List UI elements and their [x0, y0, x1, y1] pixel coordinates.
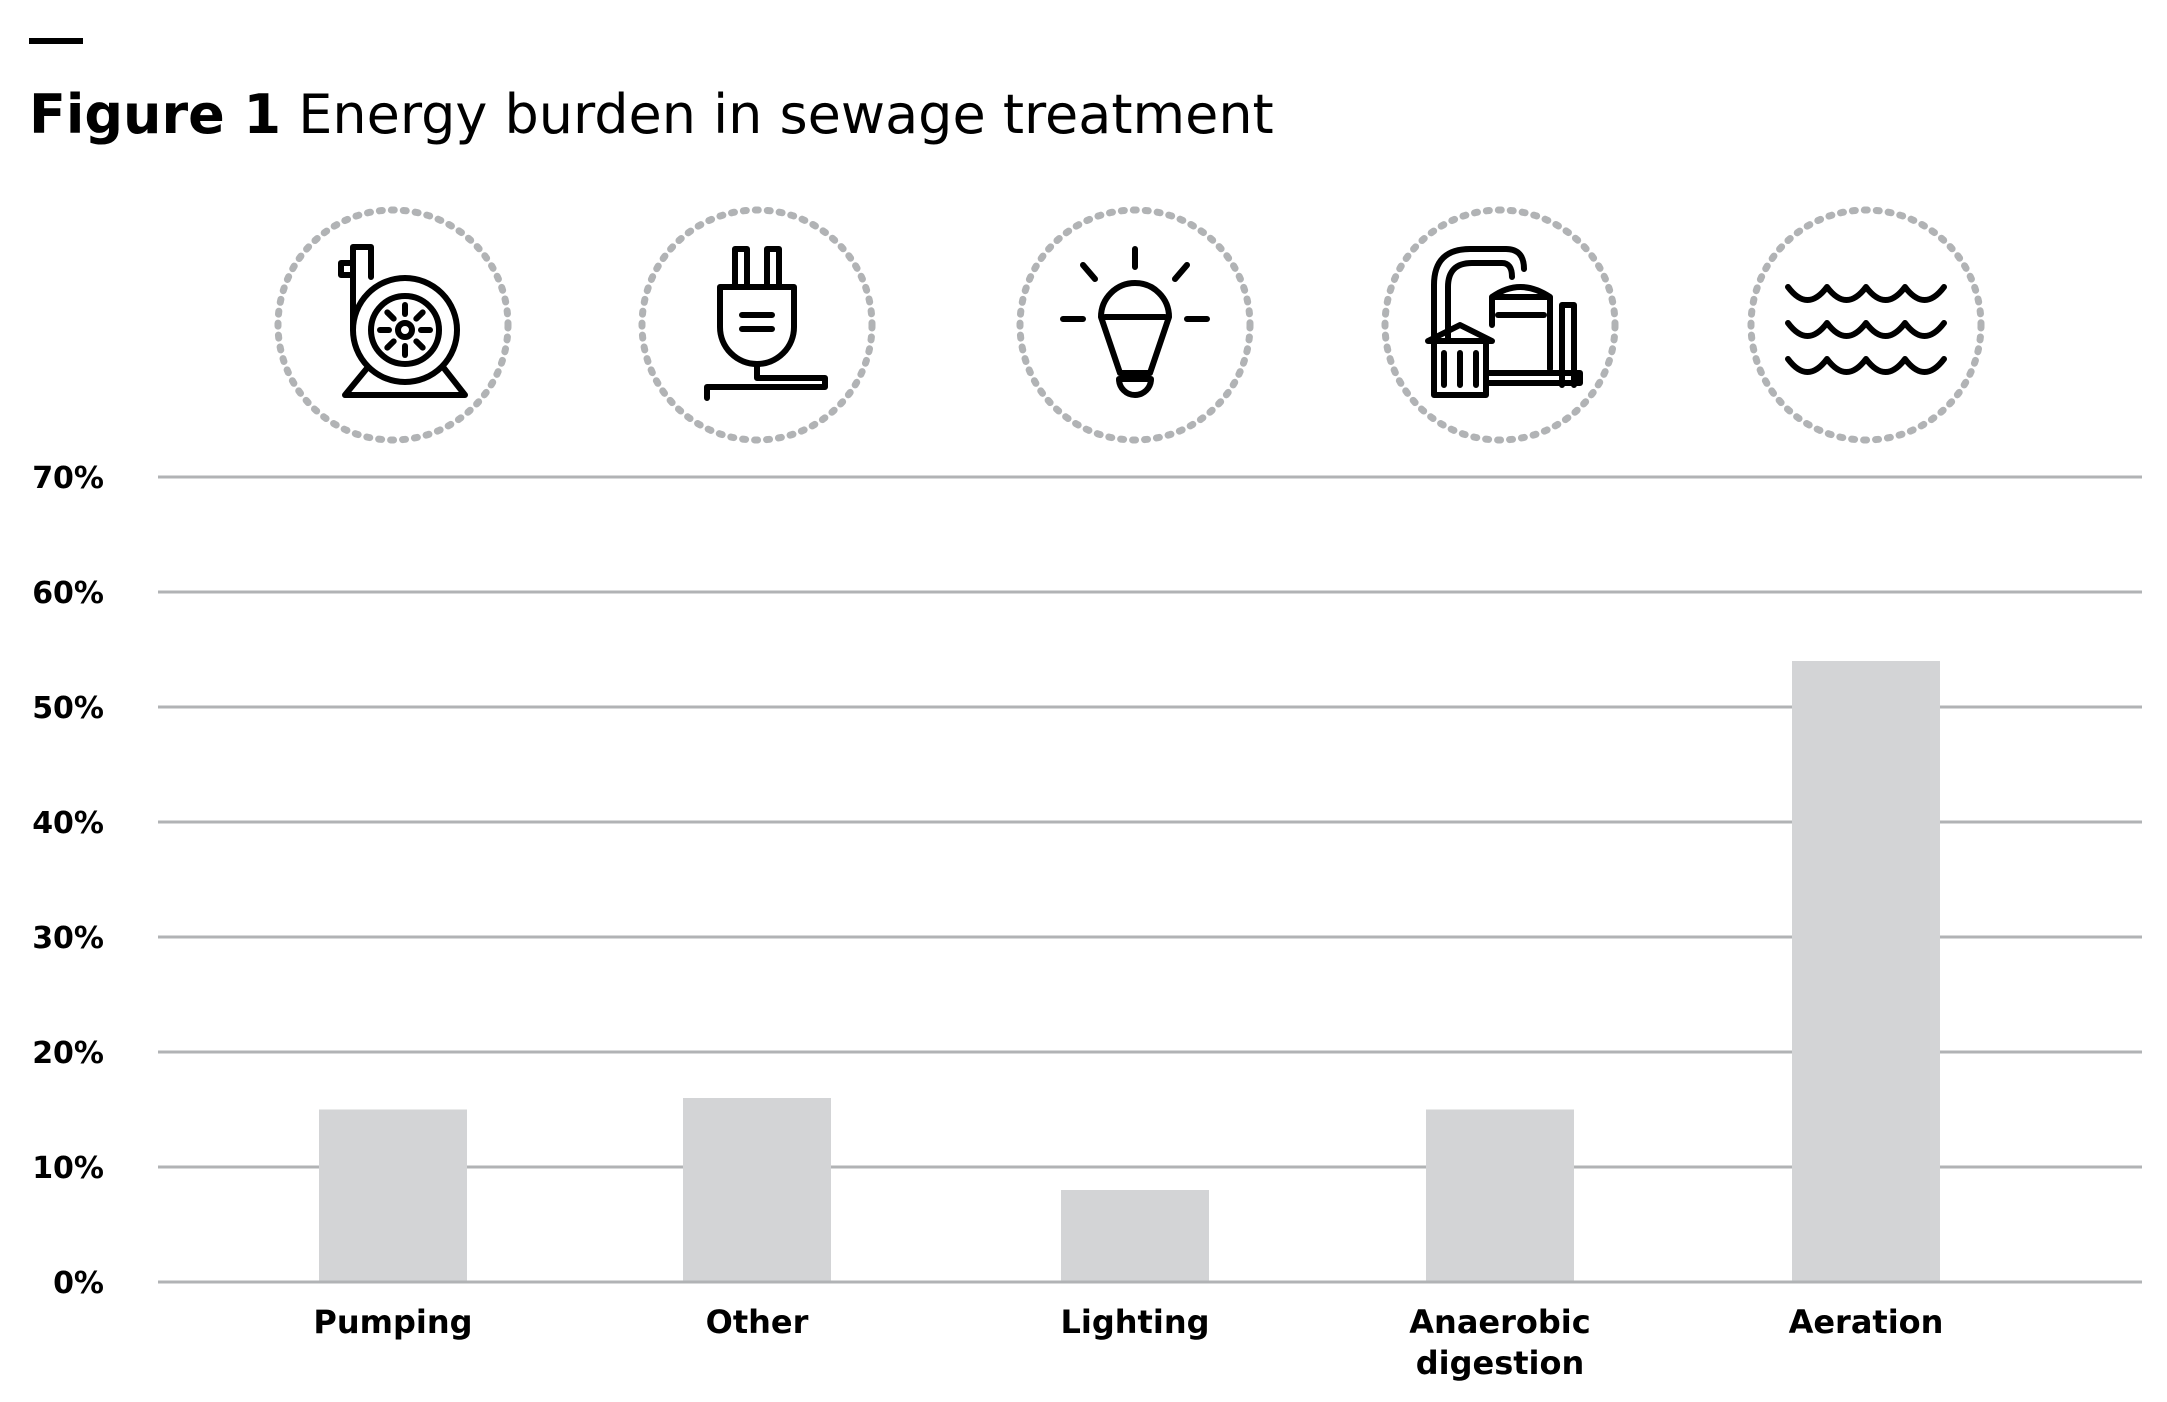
top-rule — [29, 38, 83, 44]
y-tick-label: 50% — [32, 691, 104, 726]
icon-ring — [638, 206, 876, 444]
y-tick-label: 70% — [32, 461, 104, 496]
category-icons — [274, 206, 1985, 444]
y-tick-label: 0% — [53, 1266, 104, 1301]
icon-ring — [1747, 206, 1985, 444]
bars — [319, 661, 1940, 1281]
category-label: Aeration — [1789, 1303, 1944, 1341]
y-axis-ticks: 0% 10% 20% 30% 40% 50% 60% 70% — [32, 461, 104, 1301]
category-label: Lighting — [1061, 1303, 1210, 1341]
pump-icon — [274, 206, 512, 444]
bar — [1426, 1109, 1574, 1281]
category-label: Anaerobic digestion — [1409, 1303, 1590, 1382]
y-tick-label: 20% — [32, 1036, 104, 1071]
y-tick-label: 10% — [32, 1151, 104, 1186]
icon-ring — [274, 206, 512, 444]
y-tick-label: 30% — [32, 921, 104, 956]
figure-title: Figure 1 Energy burden in sewage treatme… — [29, 80, 1274, 150]
bar — [1792, 661, 1940, 1281]
bar — [319, 1109, 467, 1281]
light-bulb-icon — [1016, 206, 1254, 444]
bar — [683, 1098, 831, 1281]
icon-ring — [1381, 206, 1619, 444]
icon-ring — [1016, 206, 1254, 444]
figure-title-text: Energy burden in sewage treatment — [298, 83, 1274, 146]
category-label: Other — [706, 1303, 809, 1341]
bar — [1061, 1190, 1209, 1281]
plug-icon — [638, 206, 876, 444]
y-tick-label: 60% — [32, 576, 104, 611]
digester-plant-icon — [1381, 206, 1619, 444]
figure-label: Figure 1 — [29, 83, 282, 146]
category-label: Pumping — [313, 1303, 472, 1341]
water-waves-icon — [1747, 206, 1985, 444]
y-tick-label: 40% — [32, 806, 104, 841]
category-labels: Pumping Other Lighting Anaerobic digestion Ae… — [313, 1303, 1943, 1382]
